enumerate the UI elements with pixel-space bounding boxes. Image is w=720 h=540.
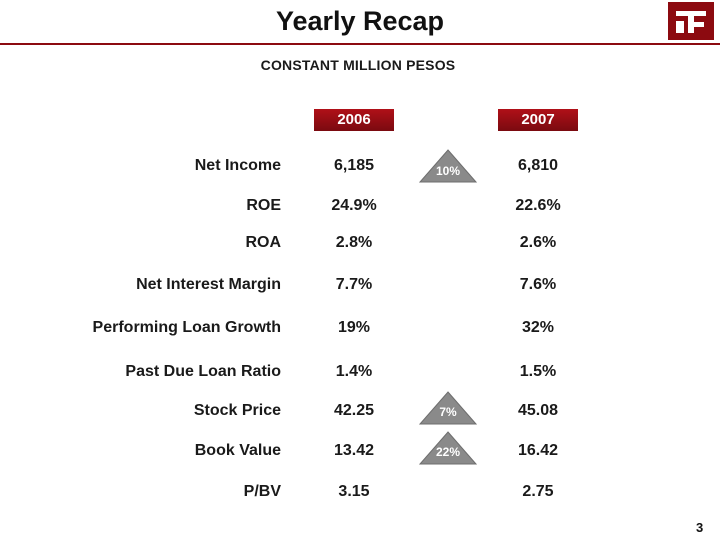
row-label-net-income: Net Income <box>194 157 281 174</box>
roa-2006: 2.8% <box>335 234 373 251</box>
stock-price-2006: 42.25 <box>333 402 375 419</box>
net-income-2007: 6,810 <box>517 157 559 174</box>
stock-price-2007: 45.08 <box>517 402 559 419</box>
bank-logo-icon <box>668 2 714 40</box>
book-value-growth-badge: 22% <box>435 445 461 459</box>
price-to-book-2007: 2.75 <box>522 483 554 500</box>
row-label-roa: ROA <box>245 234 281 251</box>
roe-2007: 22.6% <box>515 197 561 214</box>
net-income-2006: 6,185 <box>333 157 375 174</box>
triangle-up-icon <box>418 431 478 465</box>
past-due-loan-ratio-2006: 1.4% <box>335 363 373 380</box>
row-label-price-to-book: P/BV <box>243 483 281 500</box>
row-label-book-value: Book Value <box>194 442 281 459</box>
stock-price-growth-badge: 7% <box>439 405 457 419</box>
slide-title: Yearly Recap <box>275 6 445 36</box>
row-label-performing-loan-growth: Performing Loan Growth <box>92 319 281 336</box>
book-value-2007: 16.42 <box>517 442 559 459</box>
triangle-up-icon <box>418 391 478 425</box>
roa-2007: 2.6% <box>519 234 557 251</box>
performing-loan-growth-2006: 19% <box>337 319 371 336</box>
price-to-book-2006: 3.15 <box>338 483 370 500</box>
title-divider <box>0 43 720 45</box>
triangle-up-icon <box>418 149 478 183</box>
row-label-past-due-loan-ratio: Past Due Loan Ratio <box>125 363 281 380</box>
past-due-loan-ratio-2007: 1.5% <box>519 363 557 380</box>
roe-2006: 24.9% <box>331 197 377 214</box>
page-number: 3 <box>696 520 704 535</box>
currency-subtitle: CONSTANT MILLION PESOS <box>260 57 456 73</box>
net-interest-margin-2007: 7.6% <box>519 276 557 293</box>
book-value-2006: 13.42 <box>333 442 375 459</box>
net-income-growth-badge: 10% <box>435 164 461 178</box>
row-label-stock-price: Stock Price <box>193 402 281 419</box>
column-header-2007: 2007 <box>498 109 578 131</box>
net-interest-margin-2006: 7.7% <box>335 276 373 293</box>
performing-loan-growth-2007: 32% <box>521 319 555 336</box>
row-label-net-interest-margin: Net Interest Margin <box>136 276 281 293</box>
row-label-roe: ROE <box>246 197 281 214</box>
column-header-2006: 2006 <box>314 109 394 131</box>
